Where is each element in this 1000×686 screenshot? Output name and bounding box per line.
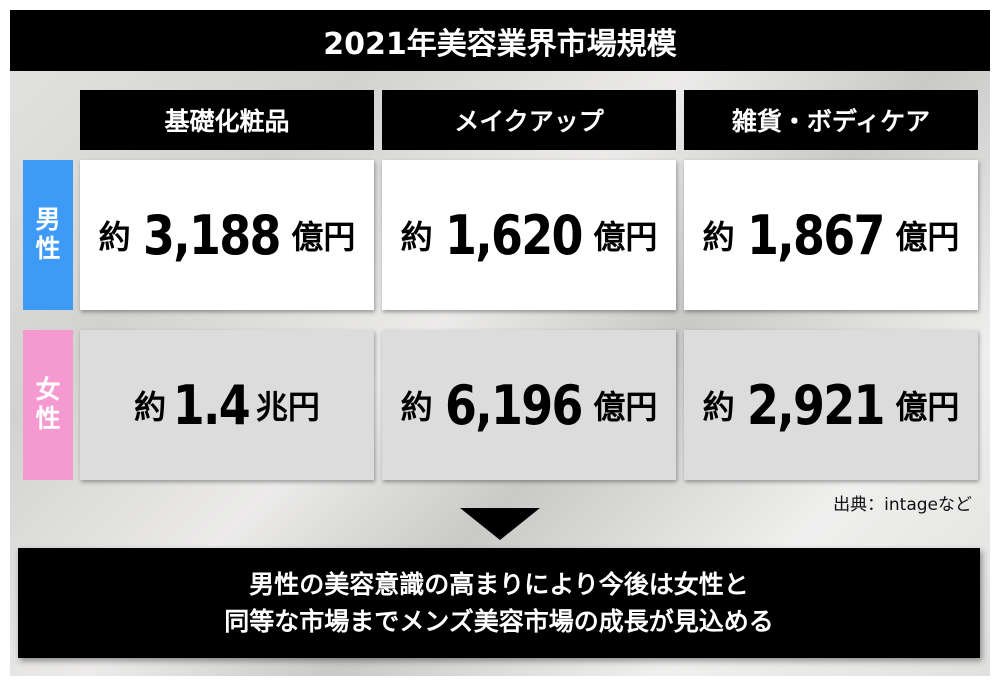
row-label-char: 性 xyxy=(35,404,61,433)
cell-male-skincare: 約 3,188 億円 xyxy=(80,160,374,310)
value: 1,620 xyxy=(444,203,583,267)
unit: 億円 xyxy=(895,218,960,256)
cell-female-body-care: 約 2,921 億円 xyxy=(684,330,978,480)
prefix: 約 xyxy=(134,388,167,426)
cell-male-body-care: 約 1,867 億円 xyxy=(684,160,978,310)
down-arrow-icon xyxy=(460,508,540,540)
value: 3,188 xyxy=(142,203,281,267)
prefix: 約 xyxy=(702,388,735,426)
prefix: 約 xyxy=(400,218,433,256)
cell-female-skincare: 約 1.4 兆円 xyxy=(80,330,374,480)
column-header-skincare: 基礎化粧品 xyxy=(80,90,374,150)
value: 1.4 xyxy=(172,373,251,437)
unit: 億円 xyxy=(593,388,658,426)
cell-female-makeup: 約 6,196 億円 xyxy=(382,330,676,480)
prefix: 約 xyxy=(702,218,735,256)
source-note: 出典：intageなど xyxy=(833,495,972,515)
value: 1,867 xyxy=(746,203,885,267)
prefix: 約 xyxy=(400,388,433,426)
unit: 兆円 xyxy=(255,388,320,426)
value: 6,196 xyxy=(444,373,583,437)
conclusion-box: 男性の美容意識の高まりにより今後は女性と 同等な市場までメンズ美容市場の成長が見… xyxy=(18,548,980,658)
row-label-char: 男 xyxy=(35,205,61,235)
unit: 億円 xyxy=(593,218,658,256)
prefix: 約 xyxy=(98,218,131,256)
row-label-male: 男 性 xyxy=(23,160,73,310)
value: 2,921 xyxy=(746,373,885,437)
conclusion-line: 同等な市場までメンズ美容市場の成長が見込める xyxy=(224,607,774,636)
cell-male-makeup: 約 1,620 億円 xyxy=(382,160,676,310)
conclusion-line: 男性の美容意識の高まりにより今後は女性と xyxy=(249,569,749,599)
page-title: 2021年美容業界市場規模 xyxy=(10,10,990,71)
unit: 億円 xyxy=(291,218,356,256)
row-label-char: 性 xyxy=(35,234,61,263)
column-header-body-care: 雑貨・ボディケア xyxy=(684,90,978,150)
unit: 億円 xyxy=(895,388,960,426)
row-label-female: 女 性 xyxy=(23,330,73,480)
column-header-makeup: メイクアップ xyxy=(382,90,676,150)
row-label-char: 女 xyxy=(35,375,61,405)
